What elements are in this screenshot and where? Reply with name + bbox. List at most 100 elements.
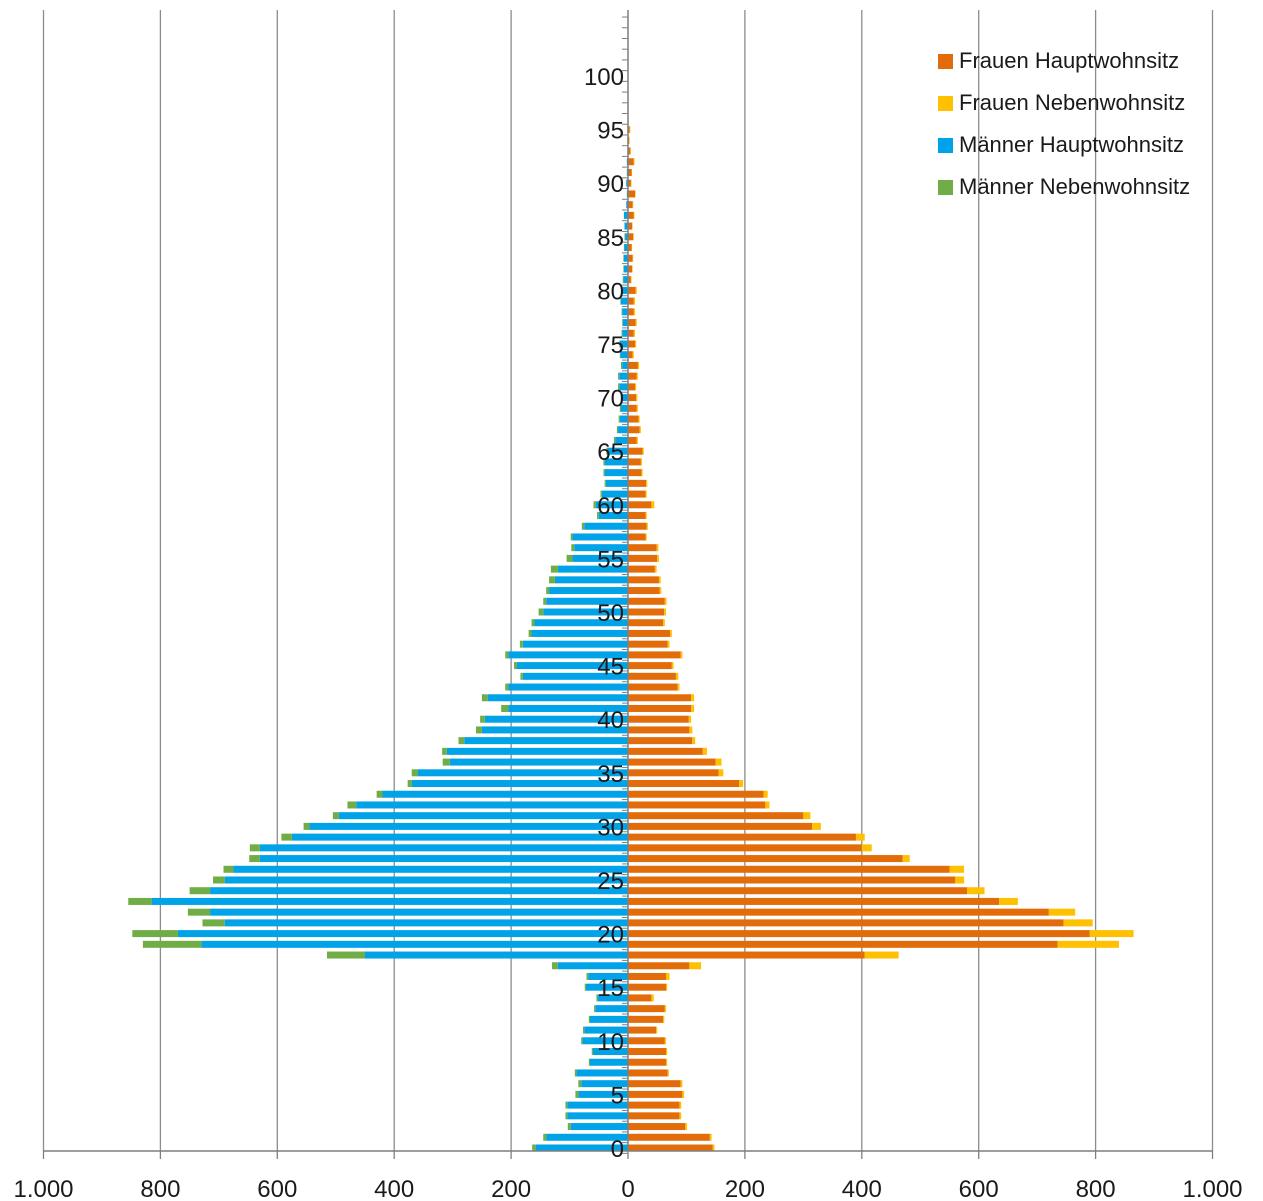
- bar-maenner-haupt-age-52: [549, 587, 628, 595]
- bar-maenner-neben-age-83: [623, 254, 624, 262]
- bar-frauen-neben-age-66: [636, 436, 638, 444]
- bar-maenner-neben-age-10: [581, 1037, 583, 1045]
- bar-frauen-neben-age-24: [967, 887, 985, 895]
- bar-frauen-neben-age-68: [638, 415, 640, 423]
- bar-maenner-neben-age-60: [593, 501, 596, 509]
- bar-maenner-neben-age-36: [442, 758, 450, 766]
- bar-maenner-haupt-age-4: [567, 1101, 628, 1109]
- bar-frauen-haupt-age-31: [628, 812, 804, 820]
- x-label-9: 800: [1076, 1176, 1116, 1201]
- bar-maenner-haupt-age-82: [623, 265, 628, 273]
- bar-maenner-neben-age-52: [546, 587, 550, 595]
- bar-maenner-neben-age-17: [552, 962, 558, 970]
- bar-frauen-haupt-age-25: [628, 876, 956, 884]
- age-label-75: 75: [597, 332, 624, 359]
- bar-frauen-neben-age-85: [633, 233, 634, 241]
- bar-frauen-haupt-age-63: [628, 469, 642, 477]
- bar-frauen-haupt-age-48: [628, 629, 671, 637]
- bar-frauen-haupt-age-81: [628, 276, 631, 284]
- bar-maenner-haupt-age-13: [595, 1005, 628, 1013]
- bar-frauen-haupt-age-69: [628, 404, 637, 412]
- bar-frauen-neben-age-32: [765, 801, 770, 809]
- age-label-95: 95: [597, 118, 624, 145]
- bar-frauen-haupt-age-66: [628, 436, 637, 444]
- bar-maenner-haupt-age-83: [623, 254, 628, 262]
- bar-frauen-neben-age-3: [679, 1112, 682, 1120]
- bar-frauen-haupt-age-41: [628, 704, 692, 712]
- bar-maenner-haupt-age-44: [522, 672, 628, 680]
- bar-frauen-neben-age-61: [645, 490, 647, 498]
- bar-maenner-neben-age-62: [604, 479, 606, 487]
- bar-maenner-haupt-age-51: [546, 597, 628, 605]
- bar-maenner-neben-age-4: [565, 1101, 568, 1109]
- bar-frauen-neben-age-76: [633, 329, 636, 337]
- bar-frauen-neben-age-45: [671, 662, 674, 670]
- bar-maenner-haupt-age-7: [576, 1069, 628, 1077]
- bar-maenner-neben-age-65: [606, 447, 608, 455]
- bar-maenner-neben-age-16: [586, 972, 589, 980]
- x-label-5: 0: [621, 1176, 634, 1201]
- bar-frauen-haupt-age-11: [628, 1026, 657, 1034]
- bar-frauen-haupt-age-59: [628, 512, 646, 520]
- bar-frauen-neben-age-44: [675, 672, 679, 680]
- bar-maenner-haupt-age-11: [584, 1026, 628, 1034]
- bar-frauen-neben-age-23: [999, 897, 1018, 905]
- bar-maenner-haupt-age-59: [598, 512, 628, 520]
- bar-maenner-neben-age-2: [567, 1123, 571, 1131]
- bar-maenner-haupt-age-21: [224, 919, 628, 927]
- bar-frauen-haupt-age-88: [628, 201, 633, 209]
- bar-frauen-haupt-age-84: [628, 244, 632, 252]
- bar-maenner-neben-age-41: [501, 704, 509, 712]
- bar-maenner-haupt-age-1: [546, 1133, 628, 1141]
- bar-frauen-neben-age-74: [632, 351, 634, 359]
- bar-maenner-haupt-age-78: [622, 308, 628, 316]
- bar-frauen-haupt-age-7: [628, 1069, 668, 1077]
- bar-maenner-neben-age-45: [514, 662, 517, 670]
- bar-maenner-neben-age-71: [618, 383, 620, 391]
- bar-frauen-haupt-age-82: [628, 265, 633, 273]
- bar-frauen-neben-age-17: [689, 962, 702, 970]
- bar-frauen-haupt-age-45: [628, 662, 672, 670]
- bar-frauen-neben-age-87: [633, 211, 635, 219]
- age-label-15: 15: [597, 975, 624, 1002]
- bar-maenner-neben-age-28: [249, 844, 260, 852]
- bar-maenner-neben-age-43: [505, 683, 509, 691]
- bar-frauen-neben-age-5: [682, 1090, 685, 1098]
- bar-maenner-haupt-age-31: [338, 812, 628, 820]
- bar-frauen-haupt-age-49: [628, 619, 664, 627]
- bar-frauen-neben-age-56: [656, 544, 659, 552]
- bar-frauen-haupt-age-87: [628, 211, 634, 219]
- bar-maenner-haupt-age-34: [411, 780, 628, 788]
- bar-maenner-haupt-age-3: [567, 1112, 628, 1120]
- bar-frauen-haupt-age-89: [628, 190, 636, 198]
- bar-maenner-neben-age-33: [376, 790, 383, 798]
- bar-maenner-neben-age-14: [596, 994, 598, 1002]
- bar-frauen-neben-age-40: [688, 715, 692, 723]
- age-label-20: 20: [597, 922, 624, 949]
- bar-maenner-neben-age-46: [505, 651, 509, 659]
- bar-frauen-haupt-age-22: [628, 908, 1049, 916]
- bar-frauen-haupt-age-65: [628, 447, 643, 455]
- bar-frauen-haupt-age-32: [628, 801, 766, 809]
- bar-maenner-haupt-age-6: [581, 1080, 628, 1088]
- bar-maenner-haupt-age-32: [356, 801, 628, 809]
- age-label-100: 100: [584, 64, 624, 91]
- bar-frauen-haupt-age-42: [628, 694, 692, 702]
- x-label-3: 400: [374, 1176, 414, 1201]
- bar-maenner-neben-age-22: [187, 908, 211, 916]
- age-label-70: 70: [597, 386, 624, 413]
- bar-maenner-haupt-age-38: [464, 737, 628, 745]
- bar-frauen-haupt-age-24: [628, 887, 968, 895]
- bar-maenner-haupt-age-23: [151, 897, 628, 905]
- bar-frauen-neben-age-70: [636, 394, 638, 402]
- bar-frauen-neben-age-78: [633, 308, 636, 316]
- bar-frauen-haupt-age-21: [628, 919, 1064, 927]
- bar-frauen-neben-age-14: [651, 994, 654, 1002]
- bar-maenner-neben-age-23: [128, 897, 152, 905]
- bar-maenner-haupt-age-8: [590, 1058, 628, 1066]
- bar-frauen-haupt-age-54: [628, 565, 655, 573]
- bar-frauen-neben-age-8: [665, 1058, 668, 1066]
- bar-maenner-neben-age-27: [249, 855, 260, 863]
